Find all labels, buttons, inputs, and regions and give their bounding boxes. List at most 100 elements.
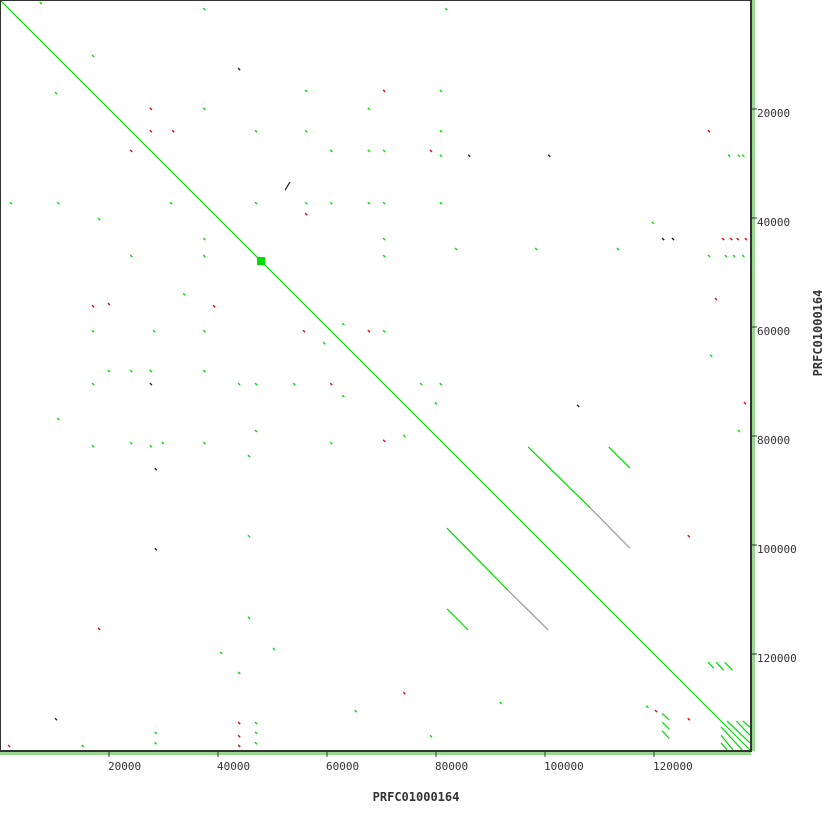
- alignment-dot: [212, 304, 216, 308]
- alignment-dot: [687, 534, 691, 538]
- alignment-dot: [654, 709, 658, 713]
- alignment-dot: [304, 129, 308, 133]
- alignment-dot: [237, 67, 241, 71]
- alignment-dot: [382, 329, 386, 333]
- alignment-dot: [161, 441, 165, 445]
- alignment-dot: [9, 201, 13, 205]
- alignment-dot: [434, 401, 438, 405]
- alignment-dot: [97, 627, 101, 631]
- alignment-dot: [107, 369, 111, 373]
- alignment-segment: [724, 661, 733, 671]
- alignment-dot: [56, 201, 60, 205]
- alignment-dot: [737, 429, 741, 433]
- alignment-dot: [329, 149, 333, 153]
- alignment-dot: [302, 329, 306, 333]
- x-tick-label: 20000: [108, 760, 141, 773]
- alignment-dot: [382, 89, 386, 93]
- alignment-dot: [439, 129, 443, 133]
- alignment-dot: [237, 382, 241, 386]
- alignment-dot: [329, 441, 333, 445]
- alignment-dot: [382, 201, 386, 205]
- alignment-segment: [608, 446, 631, 469]
- alignment-dot: [254, 741, 258, 745]
- alignment-dot: [304, 201, 308, 205]
- alignment-dot: [329, 201, 333, 205]
- alignment-dot: [547, 154, 551, 158]
- alignment-dot: [724, 254, 728, 258]
- alignment-segment: [720, 742, 728, 751]
- alignment-dot: [247, 534, 251, 538]
- alignment-dot: [729, 237, 733, 241]
- alignment-dot: [727, 154, 731, 158]
- alignment-segment: [726, 720, 751, 744]
- alignment-dot: [454, 247, 458, 251]
- alignment-dot: [367, 329, 371, 333]
- alignment-dot: [152, 329, 156, 333]
- alignment-dot: [741, 254, 745, 258]
- axis-ticks: 20000 40000 60000 80000 100000 120000 20000 400…: [108, 107, 797, 773]
- alignment-dot: [721, 237, 725, 241]
- y-axis-title: PRFC01000164: [811, 290, 825, 377]
- y-tick-label: 20000: [757, 107, 790, 120]
- alignment-dot: [736, 237, 740, 241]
- y-coverage-track: [752, 0, 755, 751]
- alignment-dot: [707, 254, 711, 258]
- alignment-dot: [419, 382, 423, 386]
- alignment-dot: [154, 547, 158, 551]
- alignment-dot: [367, 107, 371, 111]
- alignment-dot: [402, 691, 406, 695]
- coverage-tracks: [0, 0, 755, 755]
- alignment-segment: [507, 589, 549, 631]
- alignment-dot: [202, 107, 206, 111]
- alignment-dot: [17, 17, 21, 21]
- alignment-dot: [129, 149, 133, 153]
- alignment-dot: [429, 734, 433, 738]
- alignment-segment: [446, 608, 469, 631]
- alignment-dot: [219, 651, 223, 655]
- alignment-dot: [402, 434, 406, 438]
- alignment-dot: [467, 154, 471, 158]
- x-coverage-track: [0, 752, 751, 755]
- alignment-dot: [129, 369, 133, 373]
- alignment-dot: [272, 647, 276, 651]
- alignment-dot: [354, 709, 358, 713]
- alignment-dot: [247, 454, 251, 458]
- y-tick-label: 100000: [757, 543, 797, 556]
- alignment-dot: [576, 404, 580, 408]
- alignment-dot: [154, 467, 158, 471]
- y-tick-label: 80000: [757, 434, 790, 447]
- alignment-dot: [714, 297, 718, 301]
- alignment-dot: [149, 129, 153, 133]
- alignment-dot: [367, 149, 371, 153]
- alignment-dot: [439, 154, 443, 158]
- alignment-segment: [589, 507, 631, 549]
- alignment-segment: [720, 734, 734, 751]
- alignment-dot: [149, 107, 153, 111]
- alignment-dot: [645, 705, 649, 709]
- alignment-dot: [744, 237, 748, 241]
- alignment-dot: [651, 221, 655, 225]
- alignment-dot: [149, 369, 153, 373]
- y-tick-label: 40000: [757, 216, 790, 229]
- alignment-dot: [254, 429, 258, 433]
- alignment-dot: [687, 717, 691, 721]
- alignment-dot: [254, 382, 258, 386]
- alignment-dot: [237, 721, 241, 725]
- alignment-dot: [499, 701, 503, 705]
- alignment-dot: [91, 444, 95, 448]
- alignment-dot: [304, 89, 308, 93]
- alignment-dot: [202, 369, 206, 373]
- alignment-dot: [129, 441, 133, 445]
- alignment-dot: [202, 329, 206, 333]
- alignment-dot: [39, 1, 43, 5]
- alignment-dot: [56, 417, 60, 421]
- alignment-dot: [202, 237, 206, 241]
- alignment-segment: [527, 446, 591, 509]
- alignment-dot: [671, 237, 675, 241]
- alignment-dot: [237, 734, 241, 738]
- alignment-segment: [284, 181, 291, 191]
- alignment-dot: [382, 237, 386, 241]
- alignment-dot: [661, 237, 665, 241]
- alignment-dot: [444, 7, 448, 11]
- alignment-dot: [254, 129, 258, 133]
